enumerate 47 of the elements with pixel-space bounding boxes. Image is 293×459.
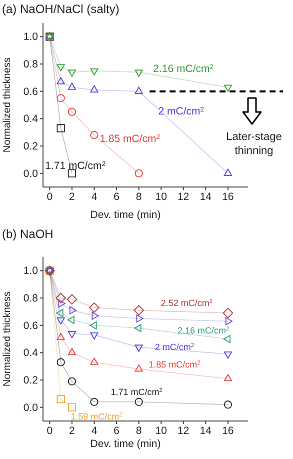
series-label: 2 mC/cm$^{2}$ — [154, 342, 194, 352]
x-tick-label: 10 — [155, 425, 168, 437]
x-tick-label: 12 — [178, 191, 190, 203]
y-tick-label: 0.2 — [23, 374, 38, 386]
y-axis-title: Normalized thickness — [2, 57, 13, 153]
x-axis-title: Dev. time (min) — [90, 209, 161, 221]
y-tick-label: 0.8 — [23, 292, 38, 304]
y-axis-title: Normalized thickness — [2, 291, 13, 387]
series-label: 2.16 mC/cm$^{2}$ — [153, 63, 214, 76]
y-tick-label: 0.0 — [23, 402, 38, 414]
series-label: 2.16 mC/cm$^{2}$ — [178, 325, 230, 336]
series-label: 2.52 mC/cm$^{2}$ — [160, 298, 213, 308]
y-tick-label: 0.4 — [23, 113, 38, 126]
x-tick-label: 6 — [114, 425, 120, 437]
y-tick-label: 0.8 — [23, 58, 38, 70]
y-tick-label: 0.2 — [23, 140, 38, 152]
x-tick-label: 10 — [155, 191, 168, 203]
series-label: 1.71 mC/cm$^{2}$ — [110, 386, 162, 397]
x-tick-label: 12 — [178, 425, 190, 437]
series-label: 1.85 mC/cm$^{2}$ — [100, 132, 160, 145]
x-tick-label: 0 — [46, 191, 53, 203]
series-label: 2 mC/cm$^{2}$ — [158, 105, 204, 118]
annotation: Later-stage thinning — [226, 131, 282, 157]
x-tick-label: 4 — [91, 191, 98, 203]
x-tick-label: 2 — [69, 425, 76, 437]
x-tick-label: 16 — [222, 425, 234, 437]
y-tick-label: 0.6 — [23, 86, 38, 98]
x-axis-title: Dev. time (min) — [90, 438, 161, 450]
y-tick-label: 0.4 — [23, 347, 38, 360]
series-label: 1.85 mC/cm$^{2}$ — [148, 360, 200, 370]
y-tick-label: 0.0 — [23, 168, 38, 180]
x-tick-label: 14 — [200, 191, 212, 203]
series-label: 1.59 mC/cm$^{2}$ — [70, 412, 122, 422]
series-label: 1.71 mC/cm$^{2}$ — [45, 160, 106, 172]
x-tick-label: 4 — [91, 425, 98, 437]
y-tick-label: 1.0 — [23, 265, 38, 278]
x-tick-label: 16 — [222, 191, 234, 203]
x-tick-label: 6 — [114, 191, 120, 203]
x-tick-label: 0 — [46, 425, 53, 437]
chart-title: (b) NaOH — [2, 227, 54, 241]
chart-title: (a) NaOH/NaCl (salty) — [2, 2, 120, 16]
x-tick-label: 2 — [69, 191, 76, 203]
y-tick-label: 1.0 — [23, 31, 38, 44]
x-tick-label: 8 — [136, 425, 142, 437]
x-tick-label: 8 — [136, 191, 142, 203]
x-tick-label: 14 — [200, 425, 212, 437]
y-tick-label: 0.6 — [23, 320, 38, 332]
